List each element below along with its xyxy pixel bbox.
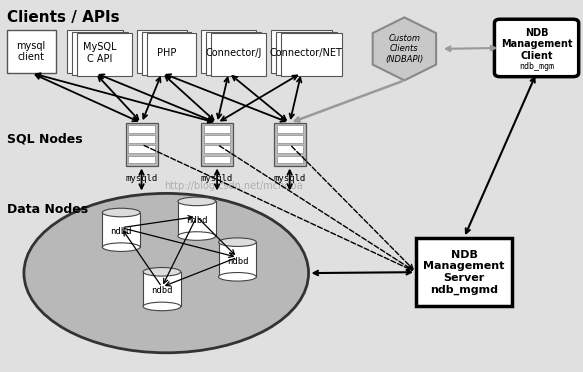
FancyBboxPatch shape [201,123,233,166]
FancyBboxPatch shape [494,19,579,77]
Ellipse shape [103,208,140,217]
Text: mysqld: mysqld [273,174,306,183]
FancyBboxPatch shape [68,31,122,73]
FancyBboxPatch shape [125,123,157,166]
Ellipse shape [143,302,181,311]
Text: Custom
Clients
(NDBAPI): Custom Clients (NDBAPI) [385,34,423,64]
FancyBboxPatch shape [416,238,512,307]
Ellipse shape [143,267,181,276]
FancyBboxPatch shape [204,145,230,153]
FancyBboxPatch shape [72,32,128,74]
Ellipse shape [178,232,216,240]
Text: mysqld: mysqld [125,174,157,183]
Text: ndbd: ndbd [227,257,248,266]
Bar [103,212,140,247]
FancyBboxPatch shape [6,31,56,73]
Text: Data Nodes: Data Nodes [6,203,87,216]
FancyBboxPatch shape [78,33,132,76]
Bar [143,272,181,307]
FancyBboxPatch shape [211,33,266,76]
FancyBboxPatch shape [137,31,187,73]
FancyBboxPatch shape [204,135,230,143]
Text: http://blog.csdn.net/mchdba: http://blog.csdn.net/mchdba [164,181,303,191]
Ellipse shape [219,238,257,246]
Text: mysql
client: mysql client [16,41,46,62]
Text: ndbd: ndbd [110,227,132,236]
FancyBboxPatch shape [128,135,154,143]
Text: ndb_mgm: ndb_mgm [519,62,554,71]
FancyBboxPatch shape [276,145,303,153]
FancyBboxPatch shape [201,31,257,73]
Text: Connector/J: Connector/J [205,48,262,58]
FancyBboxPatch shape [276,32,336,74]
FancyBboxPatch shape [204,125,230,133]
Bar [219,242,257,277]
Ellipse shape [219,273,257,281]
FancyBboxPatch shape [128,125,154,133]
Ellipse shape [24,193,308,353]
FancyBboxPatch shape [271,31,332,73]
Polygon shape [373,17,436,80]
Text: MySQL
C API: MySQL C API [83,42,117,64]
FancyBboxPatch shape [280,33,342,76]
FancyBboxPatch shape [276,125,303,133]
Bar [178,201,216,236]
Ellipse shape [103,243,140,251]
FancyBboxPatch shape [206,32,261,74]
Ellipse shape [178,197,216,206]
FancyBboxPatch shape [128,145,154,153]
Text: NDB
Management
Server
ndb_mgmd: NDB Management Server ndb_mgmd [423,250,505,295]
FancyBboxPatch shape [273,123,305,166]
Text: ndbd: ndbd [151,286,173,295]
FancyBboxPatch shape [204,155,230,163]
Text: NDB
Management
Client: NDB Management Client [501,28,573,61]
FancyBboxPatch shape [128,155,154,163]
FancyBboxPatch shape [147,33,196,76]
Text: ndbd: ndbd [186,216,208,225]
Text: SQL Nodes: SQL Nodes [6,132,82,145]
Text: PHP: PHP [157,48,177,58]
Text: Clients / APIs: Clients / APIs [6,10,119,25]
Text: mysqld: mysqld [201,174,233,183]
FancyBboxPatch shape [276,155,303,163]
FancyBboxPatch shape [142,32,191,74]
FancyBboxPatch shape [276,135,303,143]
Text: Connector/NET: Connector/NET [270,48,343,58]
